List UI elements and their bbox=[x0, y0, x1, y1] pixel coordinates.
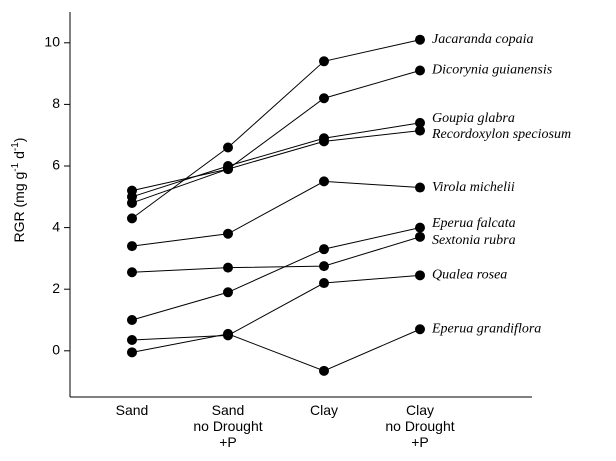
series-line bbox=[131, 227, 421, 321]
series-label: Dicorynia guianensis bbox=[431, 63, 553, 78]
data-point bbox=[223, 228, 233, 239]
x-tick-label-line: +P bbox=[411, 434, 429, 450]
series-line bbox=[131, 328, 421, 372]
data-point bbox=[319, 136, 329, 147]
data-point bbox=[319, 278, 329, 289]
data-point bbox=[415, 182, 425, 193]
x-tick-label-line: no Drought bbox=[385, 418, 454, 434]
x-tick-label: Clay bbox=[310, 402, 338, 418]
data-point bbox=[319, 176, 329, 187]
data-point bbox=[223, 287, 233, 298]
data-point bbox=[415, 65, 425, 76]
x-tick-label: Sand no Drought +P bbox=[193, 402, 262, 450]
series-label: Goupia glabra bbox=[432, 111, 515, 126]
series-line bbox=[131, 236, 421, 273]
data-point bbox=[223, 262, 233, 273]
y-tick-label: 2 bbox=[52, 280, 60, 296]
x-tick-label: Sand bbox=[116, 402, 149, 418]
data-point bbox=[415, 324, 425, 335]
series-label: Virola michelii bbox=[432, 180, 515, 195]
data-point bbox=[127, 241, 137, 252]
data-point bbox=[319, 244, 329, 255]
data-point bbox=[223, 164, 233, 175]
x-tick-label-line: Sand bbox=[116, 402, 149, 418]
y-axis-label: RGR (mg g-1 d-1) bbox=[10, 138, 27, 243]
data-point bbox=[127, 213, 137, 224]
data-point bbox=[415, 117, 425, 128]
x-tick-label-line: Clay bbox=[310, 402, 338, 418]
data-point bbox=[415, 34, 425, 45]
y-tick-label: 4 bbox=[52, 218, 60, 234]
series-line bbox=[131, 70, 421, 204]
data-point bbox=[415, 270, 425, 281]
series-line bbox=[131, 122, 421, 198]
series-line bbox=[131, 274, 421, 341]
data-point bbox=[415, 231, 425, 242]
y-tick-label: 0 bbox=[52, 342, 60, 358]
x-tick-label-line: Sand bbox=[212, 402, 245, 418]
series-label: Recordoxylon speciosum bbox=[431, 127, 571, 142]
series-line bbox=[131, 130, 421, 192]
data-point bbox=[127, 315, 137, 325]
x-tick-label-line: Clay bbox=[406, 402, 434, 418]
x-tick-label: Clay no Drought +P bbox=[385, 402, 454, 450]
series-label: Qualea rosea bbox=[432, 268, 507, 283]
data-point bbox=[319, 93, 329, 104]
data-point bbox=[319, 261, 329, 272]
data-point bbox=[223, 328, 233, 339]
y-tick-label: 6 bbox=[52, 157, 60, 173]
series-line bbox=[131, 39, 421, 219]
series-line bbox=[131, 180, 421, 247]
data-point bbox=[415, 125, 425, 136]
x-tick-label-line: no Drought bbox=[193, 418, 262, 434]
data-point bbox=[319, 365, 329, 376]
x-tick-label-line: +P bbox=[219, 434, 237, 450]
data-point bbox=[223, 142, 233, 153]
data-point bbox=[127, 347, 137, 358]
data-point bbox=[319, 56, 329, 67]
series-label: Jacaranda copaia bbox=[432, 32, 533, 47]
y-tick-label: 8 bbox=[52, 95, 60, 111]
data-point bbox=[415, 222, 425, 233]
data-point bbox=[127, 267, 137, 278]
series-label: Sextonia rubra bbox=[432, 233, 516, 248]
y-tick-label: 10 bbox=[44, 34, 60, 50]
series-label: Eperua falcata bbox=[431, 216, 516, 231]
series-label: Eperua grandiflora bbox=[431, 321, 541, 336]
data-point bbox=[127, 335, 137, 346]
data-point bbox=[127, 185, 137, 196]
